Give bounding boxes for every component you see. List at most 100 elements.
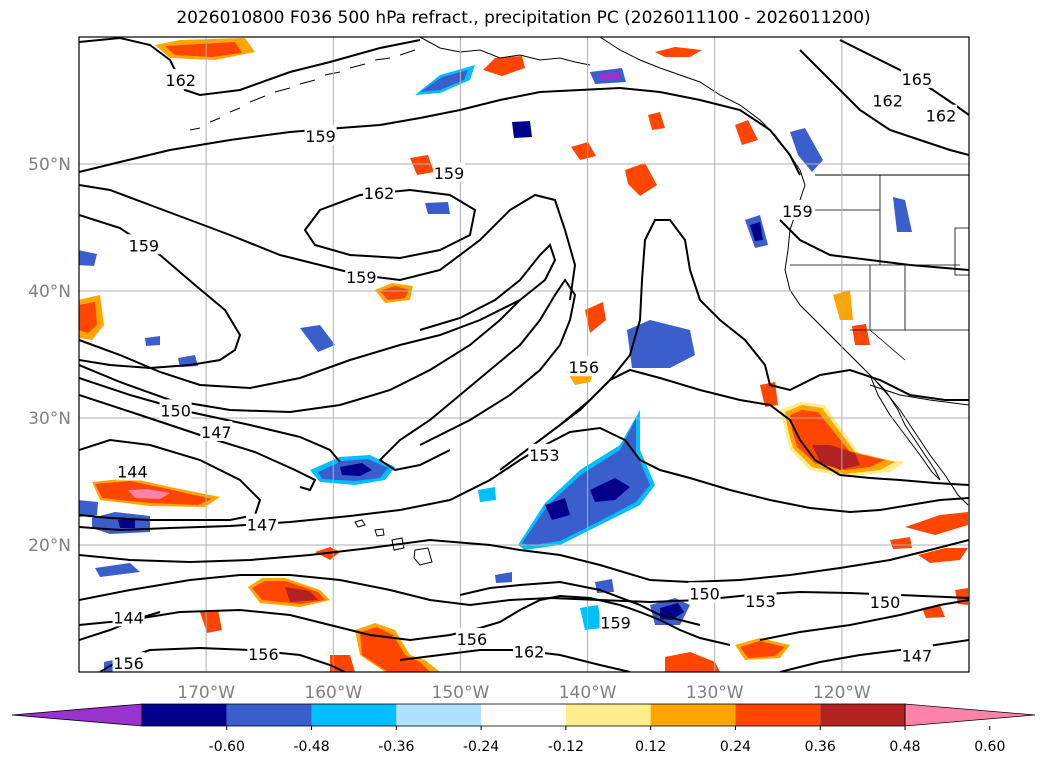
lat-tick-label: 50°N — [28, 155, 71, 175]
contour-label: 150 — [870, 593, 901, 612]
contour-label-bg — [127, 234, 160, 255]
contour-156-jet — [378, 278, 577, 472]
precip-positive-patch — [648, 112, 665, 130]
precip-positive-patch — [812, 445, 860, 470]
map-plot-area: 162 159 159 162 159 159 165 162 162 159 156 150 147 1… — [79, 37, 969, 673]
contour-label-bg — [688, 582, 721, 603]
aleutian-islands — [189, 49, 416, 131]
contour-label: 162 — [872, 92, 903, 111]
colorbar-segment — [565, 704, 651, 726]
precip-negative-patch — [79, 250, 97, 266]
contour-label: 162 — [926, 107, 957, 126]
contour-150-south — [79, 538, 969, 584]
contour-label: 162 — [514, 643, 545, 662]
colorbar-tick-label: 0.60 — [974, 739, 1005, 755]
contour-label-bg — [900, 67, 933, 88]
lon-tick-label: 160°W — [304, 683, 362, 703]
contour-label-bg — [304, 125, 337, 146]
precip-negative-patch — [590, 478, 630, 502]
precip-negative-patch — [118, 519, 135, 528]
precip-positive-patch — [128, 489, 170, 499]
contour-label: 147 — [902, 646, 933, 665]
contour-147-southeast — [779, 639, 969, 672]
contour-153-ridge — [79, 299, 521, 414]
contour-label: 159 — [782, 202, 813, 221]
contour-label: 144 — [113, 608, 144, 627]
mexico-border — [869, 384, 969, 406]
contour-label: 147 — [201, 423, 232, 442]
colorbar-extend-high — [904, 703, 1036, 727]
colorbar-segment — [311, 704, 397, 726]
contour-150-west — [79, 377, 341, 463]
contour-label: 156 — [248, 645, 279, 664]
precip-positive-patch — [852, 324, 870, 345]
colorbar-tick-label: 0.48 — [889, 739, 920, 755]
precip-positive-patch — [200, 610, 222, 633]
precip-negative-patch — [580, 605, 602, 630]
precip-positive-patch — [285, 587, 318, 602]
contour-labels: 162 159 159 162 159 159 165 162 162 159 156 150 147 1… — [112, 67, 958, 673]
contour-162-northeast — [799, 49, 969, 156]
north-america-coastline — [599, 37, 969, 506]
contour-label: 150 — [160, 401, 191, 420]
precip-negative-patch — [495, 572, 512, 583]
contour-label-bg — [513, 640, 546, 661]
precip-negative-patch — [145, 336, 160, 346]
precip-negative-patch — [893, 197, 912, 232]
map-frame — [78, 36, 970, 673]
precip-positive-patch — [410, 155, 434, 175]
contour-150-southeast — [759, 599, 969, 641]
contour-label-bg — [200, 420, 233, 441]
colorbar-tick-label: -0.36 — [378, 739, 414, 755]
colorbar: -0.60 -0.48 -0.36 -0.24 -0.12 0.12 0.24 0.36 0.4… — [11, 703, 1036, 755]
contour-144-west — [79, 438, 262, 521]
precip-positive-patch — [165, 42, 242, 57]
contour-159-north — [79, 86, 801, 176]
contour-159-south — [459, 580, 701, 626]
lat-tick-label: 30°N — [28, 409, 71, 429]
colorbar-segment — [481, 704, 566, 726]
precip-positive-patch — [790, 410, 885, 470]
contour-153-south — [79, 574, 969, 607]
precip-positive-patch — [665, 652, 720, 672]
contour-label-bg — [869, 591, 902, 612]
precip-positive-patch — [483, 56, 525, 76]
coastlines — [189, 37, 969, 566]
precip-negative-patch — [340, 463, 372, 476]
contour-label: 156 — [113, 654, 144, 673]
contour-label: 159 — [129, 236, 160, 255]
contour-label-bg — [599, 611, 632, 632]
precip-negative-patch — [598, 72, 620, 80]
contour-label: 144 — [117, 462, 148, 481]
contour-label-bg — [164, 69, 197, 90]
contour-label-bg — [345, 266, 378, 287]
contour-label-bg — [432, 161, 465, 182]
colorbar-tick-label: -0.12 — [548, 739, 584, 755]
contour-156-main — [79, 243, 557, 390]
precip-positive-patch — [918, 548, 968, 563]
longitude-tick-labels: 170°W 160°W 150°W 140°W 130°W 120°W — [177, 683, 871, 703]
precip-positive-patch — [79, 302, 97, 333]
lon-tick-label: 120°W — [813, 683, 871, 703]
precip-negative-patch — [627, 320, 695, 368]
contour-label-bg — [112, 606, 145, 627]
contour-147-west — [79, 394, 317, 492]
contour-162-north — [79, 37, 421, 97]
contour-label-bg — [246, 513, 279, 534]
alaska-coastline — [419, 37, 591, 66]
precip-negative-patch — [79, 500, 98, 517]
colorbar-tick-label: -0.24 — [463, 739, 499, 755]
us-state-borders — [790, 175, 969, 361]
contour-label: 153 — [529, 446, 560, 465]
precip-positive-patch — [360, 627, 430, 672]
contour-156-south — [79, 594, 731, 646]
precip-negative-patch — [420, 70, 468, 92]
lon-tick-label: 170°W — [177, 683, 235, 703]
contour-label-bg — [871, 89, 904, 110]
contour-label-bg — [567, 356, 600, 377]
lat-tick-label: 40°N — [28, 282, 71, 302]
colorbar-outline — [141, 703, 906, 727]
contour-147-south — [79, 426, 969, 532]
precip-positive-patch — [585, 302, 606, 333]
